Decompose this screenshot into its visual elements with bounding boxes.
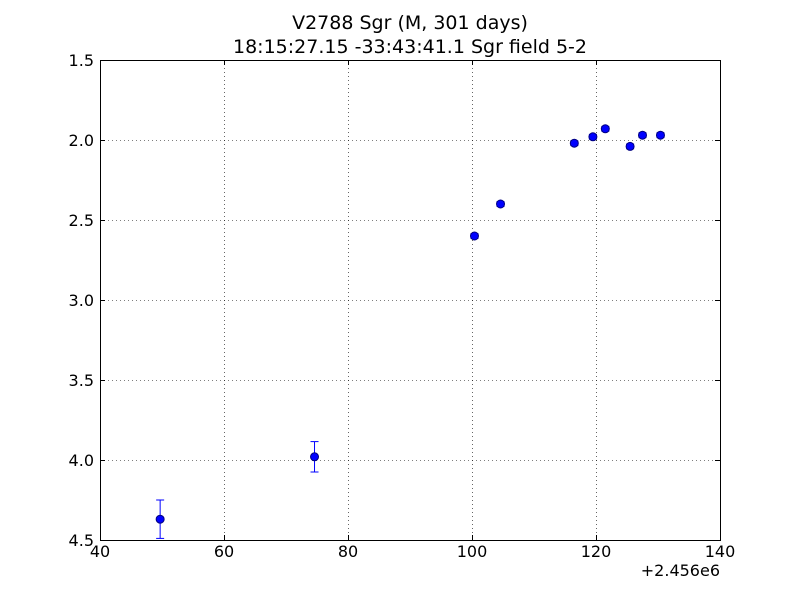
chart-subtitle: 18:15:27.15 -33:43:41.1 Sgr field 5-2: [233, 36, 587, 58]
y-tick-label: 3.5: [69, 371, 94, 390]
x-tick-label: 60: [214, 542, 234, 561]
x-tick-label: 80: [338, 542, 358, 561]
x-offset-label: +2.456e6: [641, 561, 720, 580]
y-tick-label: 3.0: [69, 291, 94, 310]
y-tick-label: 2.0: [69, 131, 94, 150]
y-tick-label: 1.5: [69, 51, 94, 70]
x-tick-label: 100: [457, 542, 488, 561]
data-point: [638, 130, 647, 140]
plot-frame: [100, 60, 721, 541]
tick-labels: 40 60 80 100 120 140 1.5 2.0 2.5 3.0 3.5 4.0 4.5: [69, 51, 736, 561]
chart-title: V2788 Sgr (M, 301 days): [292, 12, 528, 34]
y-tick-label: 4.0: [69, 451, 94, 470]
data-points: [155, 124, 665, 539]
data-point: [310, 452, 320, 462]
data-point: [600, 124, 610, 134]
data-point: [655, 130, 665, 140]
data-point: [588, 132, 598, 142]
x-tick-label: 120: [581, 542, 612, 561]
y-tick-label: 4.5: [69, 531, 94, 550]
x-tick-label: 40: [90, 542, 110, 561]
y-tick-label: 2.5: [69, 211, 94, 230]
x-tick-label: 140: [705, 542, 736, 561]
axis-ticks: [100, 60, 721, 541]
data-point: [625, 141, 635, 151]
grid-lines: [100, 60, 720, 540]
data-point: [569, 138, 579, 148]
data-point: [496, 199, 506, 209]
data-point: [469, 231, 479, 241]
data-point: [155, 514, 165, 524]
